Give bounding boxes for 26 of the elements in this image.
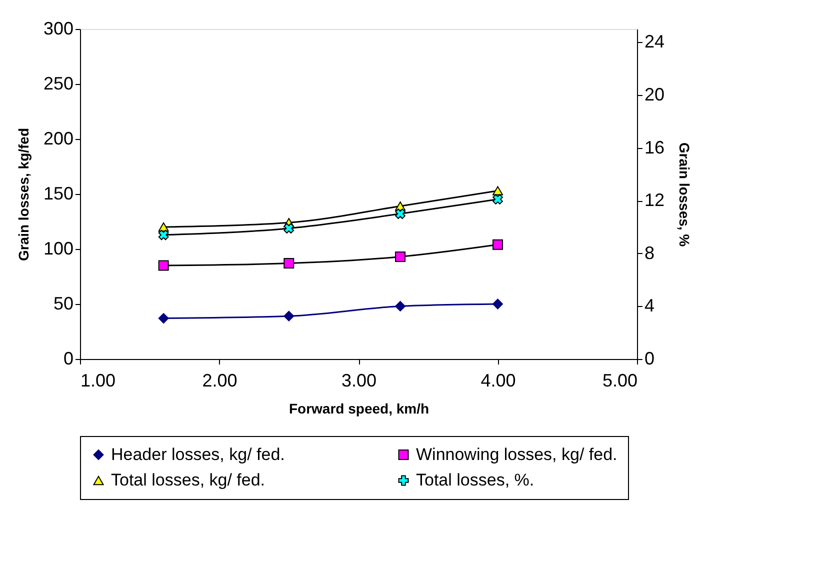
y2-tick-label: 0 [644,348,655,368]
x-axis-title: Forward speed, km/h [288,400,430,416]
y-tick-label: 50 [53,294,74,314]
y2-tick-label: 4 [644,296,655,316]
legend-label: Total losses, %. [416,470,534,490]
x-tick-label: 4.00 [480,370,516,390]
y2-tick-label: 16 [644,137,665,158]
y-axis-title: Grain losses, kg/fed [15,128,32,262]
x-tick-label: 3.00 [341,370,377,390]
y-tick-label: 250 [43,74,74,94]
y-tick-label: 200 [43,128,74,148]
y-tick-label: 0 [63,348,74,368]
x-tick-label: 1.00 [80,370,116,390]
x-tick-label: 5.00 [602,370,638,390]
legend-label: Winnowing losses, kg/ fed. [416,444,618,464]
y-tick-label: 100 [43,238,74,258]
y-tick-label: 300 [43,18,74,38]
legend-label: Total losses, kg/ fed. [111,470,266,490]
y2-tick-label: 12 [644,190,665,210]
y-tick-label: 150 [43,184,74,204]
y2-tick-label: 8 [644,242,655,263]
x-tick-label: 2.00 [202,370,238,390]
y2-tick-label: 20 [644,84,665,104]
y2-tick-label: 24 [644,32,665,52]
legend-label: Header losses, kg/ fed. [111,444,285,464]
y2-axis-title: Grain losses, % [676,142,693,248]
